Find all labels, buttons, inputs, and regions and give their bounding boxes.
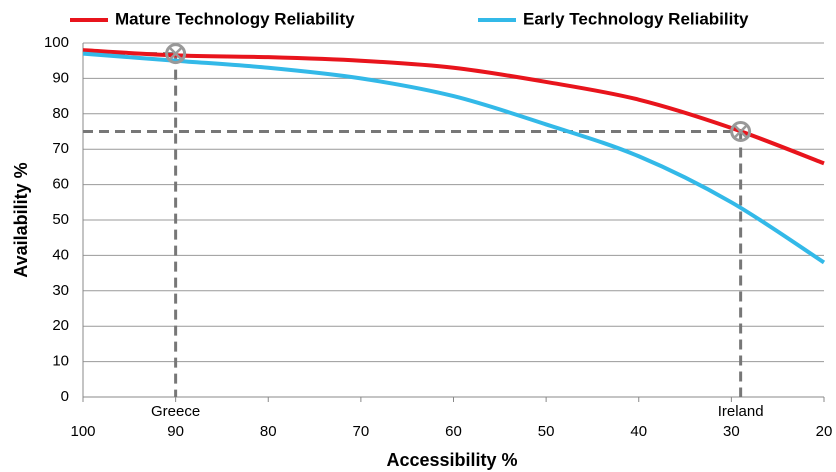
annotation-cross	[168, 46, 183, 61]
legend-label: Mature Technology Reliability	[115, 9, 355, 28]
y-tick-label: 90	[52, 69, 69, 86]
annotation-label: Ireland	[718, 403, 764, 420]
y-tick-label: 50	[52, 211, 69, 228]
x-tick-label: 70	[353, 423, 370, 440]
y-tick-label: 40	[52, 246, 69, 263]
x-tick-label: 60	[445, 423, 462, 440]
x-tick-label: 20	[816, 423, 833, 440]
legend-label: Early Technology Reliability	[523, 9, 749, 28]
y-tick-label: 30	[52, 282, 69, 299]
x-tick-label: 100	[70, 423, 95, 440]
series-line	[82, 51, 826, 265]
y-tick-label: 80	[52, 105, 69, 122]
y-tick-label: 60	[52, 176, 69, 193]
annotation-marker	[165, 43, 187, 65]
annotation-cross	[733, 124, 748, 139]
annotation-marker	[730, 121, 752, 142]
x-tick-label: 80	[260, 423, 277, 440]
y-axis-title: Availability %	[11, 162, 31, 277]
x-tick-label: 90	[167, 423, 184, 440]
y-tick-label: 100	[44, 34, 69, 51]
y-tick-label: 0	[61, 388, 69, 405]
x-tick-label: 30	[723, 423, 740, 440]
x-tick-label: 50	[538, 423, 555, 440]
y-tick-label: 70	[52, 140, 69, 157]
y-tick-label: 20	[52, 317, 69, 334]
series-line	[82, 48, 825, 166]
x-tick-label: 40	[630, 423, 647, 440]
x-axis-title: Accessibility %	[386, 450, 517, 470]
annotation-label: Greece	[151, 403, 200, 420]
y-tick-label: 10	[52, 353, 69, 370]
